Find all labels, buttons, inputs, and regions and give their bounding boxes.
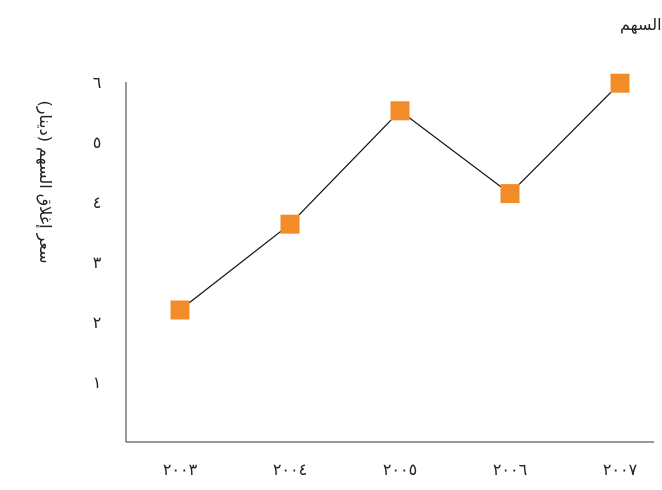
data-point-marker [170, 300, 190, 320]
y-tick-label: ٥ [93, 133, 102, 152]
x-tick-labels: ٢٠٠٣ ٢٠٠٤ ٢٠٠٥ ٢٠٠٦ ٢٠٠٧ [163, 460, 638, 479]
y-axis-label: سعر إغلاق السهم (دينار) [35, 100, 55, 263]
y-tick-label: ٢ [93, 313, 102, 332]
data-point-marker [390, 101, 410, 121]
y-tick-labels: ١ ٢ ٣ ٤ ٥ ٦ [93, 73, 102, 392]
data-point-marker [280, 214, 300, 234]
data-markers [170, 73, 630, 320]
y-tick-label: ٦ [93, 73, 102, 92]
y-tick-label: ٣ [93, 253, 102, 272]
x-tick-label: ٢٠٠٤ [273, 460, 307, 479]
x-tick-label: ٢٠٠٣ [163, 460, 198, 479]
y-tick-label: ١ [93, 373, 102, 392]
data-point-marker [500, 184, 520, 204]
x-tick-label: ٢٠٠٥ [383, 460, 417, 479]
chart-title: حركة سعر السهم [620, 15, 662, 35]
x-tick-label: ٢٠٠٦ [493, 460, 527, 479]
y-tick-label: ٤ [93, 193, 102, 212]
x-tick-label: ٢٠٠٧ [603, 460, 638, 479]
data-point-marker [610, 73, 630, 93]
